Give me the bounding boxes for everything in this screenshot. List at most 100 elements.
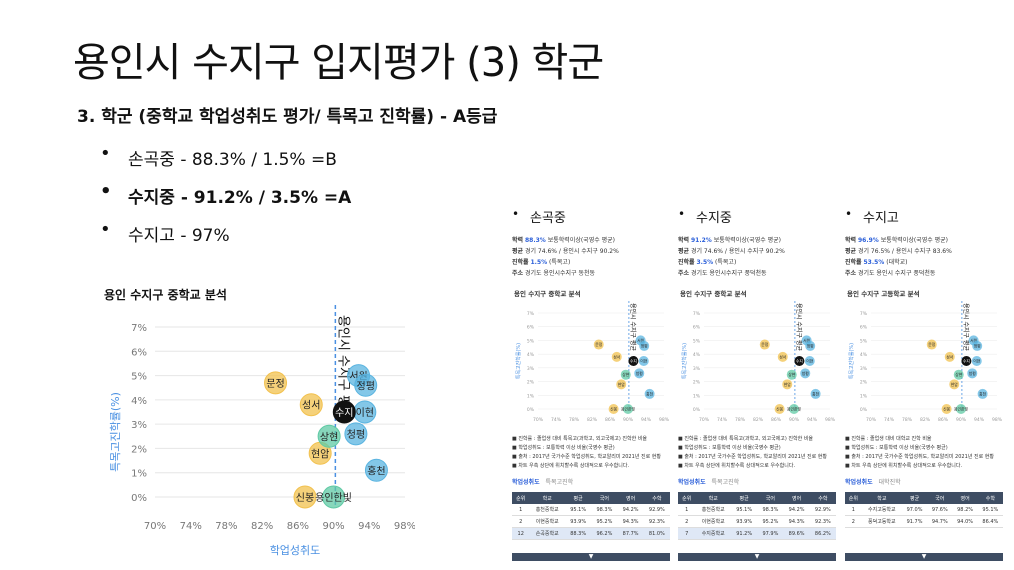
column-header[interactable]: 순위	[845, 492, 862, 504]
mini-school-bubble	[616, 379, 627, 390]
mini-y-tick-label: 7%	[693, 311, 701, 317]
column-header[interactable]: 학교	[861, 492, 902, 504]
panel-info: 학력 91.2% 보통학력이상(국영수 평균) 평균 경기 74.6% / 용인…	[678, 235, 785, 279]
school-bubble	[344, 422, 368, 446]
table-cell: 86.4%	[977, 515, 1003, 528]
panel-tabs: 학업성취도 대학진학	[845, 477, 901, 486]
column-header[interactable]: 학교	[695, 492, 732, 504]
column-header[interactable]: 영어	[952, 492, 978, 504]
mini-school-bubble-label: 성서	[613, 354, 620, 359]
mini-school-bubble	[759, 339, 770, 350]
panel-notes: ■ 진학률 : 졸업생 대비 특목고(과학고, 외고국제고) 진학한 비율 ■ …	[678, 436, 827, 469]
tab-achievement[interactable]: 학업성취도	[678, 479, 706, 486]
school-bubble-label: 현암	[311, 448, 329, 460]
mini-school-bubble	[593, 339, 604, 350]
school-bubble	[354, 373, 378, 397]
table-cell: 이현중학교	[695, 515, 732, 528]
mini-school-bubble-label: 정평	[641, 343, 648, 348]
tab-admission[interactable]: 특목고진학	[545, 479, 574, 486]
mini-y-tick-label: 2%	[693, 380, 701, 386]
mini-y-tick-label: 0%	[860, 407, 868, 413]
column-header[interactable]: 수학	[643, 492, 670, 504]
table-cell: 93.9%	[565, 515, 592, 528]
table-row[interactable]: 7 수지중학교 91.2% 97.9% 89.6% 86.2%	[678, 527, 836, 540]
tab-achievement[interactable]: 학업성취도	[512, 479, 540, 486]
mini-x-tick-label: 90%	[956, 417, 967, 423]
column-header[interactable]: 평균	[901, 492, 928, 504]
table-cell: 94.2%	[783, 504, 810, 516]
mini-school-bubble	[644, 388, 655, 399]
table-row[interactable]: 1 홍천중학교 95.1% 98.3% 94.2% 92.9%	[512, 504, 670, 516]
table-row[interactable]: 2 이현중학교 93.9% 95.2% 94.3% 92.3%	[678, 515, 836, 528]
table-cell: 88.3%	[565, 527, 592, 540]
y-tick-label: 1%	[131, 469, 147, 480]
table-row[interactable]: 2 이현중학교 93.9% 95.2% 94.3% 92.3%	[512, 515, 670, 528]
column-header[interactable]: 국어	[757, 492, 784, 504]
table-cell: 풍덕고등학교	[861, 515, 902, 528]
tab-achievement[interactable]: 학업성취도	[845, 479, 873, 486]
table-row[interactable]: 12 손곡중학교 88.3% 96.2% 87.7% 81.0%	[512, 527, 670, 540]
y-tick-label: 6%	[131, 347, 147, 358]
mini-school-bubble	[794, 356, 805, 366]
info-row: 주소 경기도 용인시 수지구 풍덕천동	[845, 270, 936, 277]
panel-header: 수지고	[845, 207, 899, 226]
school-bubble	[264, 371, 288, 395]
table-cell: 94.7%	[927, 515, 953, 528]
mini-school-bubble-label: 문정	[761, 342, 768, 347]
panel-header: 손곡중	[512, 207, 566, 226]
mini-x-tick-label: 78%	[735, 417, 746, 423]
column-header[interactable]: 수학	[809, 492, 836, 504]
mini-school-bubble	[620, 369, 631, 380]
mini-x-tick-label: 86%	[938, 417, 949, 423]
panel-notes: ■ 진학률 : 졸업생 대비 대학교 진학 비율 ■ 학업성취도 : 보통학력 …	[845, 436, 994, 469]
column-header[interactable]: 학교	[529, 492, 566, 504]
mini-school-bubble	[639, 340, 650, 351]
column-header[interactable]: 평균	[731, 492, 758, 504]
column-header[interactable]: 국어	[591, 492, 618, 504]
mini-school-bubble	[949, 379, 960, 390]
mini-school-bubble-label: 홍천	[812, 391, 819, 396]
mini-school-bubble-label: 이현	[973, 359, 980, 364]
table-cell: 2	[678, 515, 696, 528]
mini-school-bubble-label: 정평	[807, 343, 814, 348]
mini-y-tick-label: 0%	[693, 407, 701, 413]
mini-y-tick-label: 3%	[527, 366, 535, 372]
mini-school-bubble	[971, 356, 982, 366]
mini-school-bubble	[634, 368, 645, 379]
school-bubble-label: 상현	[320, 431, 338, 443]
y-tick-label: 0%	[131, 493, 147, 504]
expand-table-button[interactable]: ▼	[678, 553, 836, 561]
table-row[interactable]: 2 풍덕고등학교 91.7% 94.7% 94.0% 86.4%	[845, 515, 1003, 528]
mini-school-bubble-label: 신봉	[610, 407, 617, 412]
mini-school-bubble	[926, 339, 937, 350]
column-header[interactable]: 국어	[927, 492, 953, 504]
tab-admission[interactable]: 대학진학	[878, 479, 901, 486]
expand-table-button[interactable]: ▼	[845, 553, 1003, 561]
column-header[interactable]: 수학	[977, 492, 1003, 504]
tab-admission[interactable]: 특목고진학	[711, 479, 740, 486]
column-header[interactable]: 평균	[565, 492, 592, 504]
ranking-table: 순위 학교 평균 국어 영어 수학 1 홍천중학교 95.1% 98.3% 94.2% 92.9% 2…	[512, 492, 670, 540]
mini-school-bubble	[941, 404, 952, 414]
mini-school-bubble-label: 성서	[946, 354, 953, 359]
info-row: 평균 경기 76.5% / 용인시 수지구 83.6%	[845, 248, 952, 255]
panel-chart-title: 용인 수지구 중학교 분석	[680, 290, 747, 298]
school-bubble	[299, 393, 323, 417]
table-cell: 94.2%	[617, 504, 644, 516]
mini-y-tick-label: 7%	[860, 311, 868, 317]
column-header[interactable]: 영어	[617, 492, 644, 504]
column-header[interactable]: 영어	[783, 492, 810, 504]
table-row[interactable]: 1 수지고등학교 97.0% 97.6% 98.2% 95.1%	[845, 504, 1003, 516]
y-axis-label: 특목고진학률(%)	[109, 392, 122, 472]
mini-x-tick-label: 98%	[825, 417, 836, 423]
table-cell: 홍천중학교	[529, 504, 566, 516]
mini-y-tick-label: 4%	[527, 352, 535, 358]
column-header[interactable]: 순위	[512, 492, 530, 504]
expand-table-button[interactable]: ▼	[512, 553, 670, 561]
table-cell: 93.9%	[731, 515, 758, 528]
mini-y-tick-label: 3%	[693, 366, 701, 372]
column-header[interactable]: 순위	[678, 492, 696, 504]
table-row[interactable]: 1 홍천중학교 95.1% 98.3% 94.2% 92.9%	[678, 504, 836, 516]
mini-x-tick-label: 90%	[789, 417, 800, 423]
table-cell: 2	[845, 515, 862, 528]
